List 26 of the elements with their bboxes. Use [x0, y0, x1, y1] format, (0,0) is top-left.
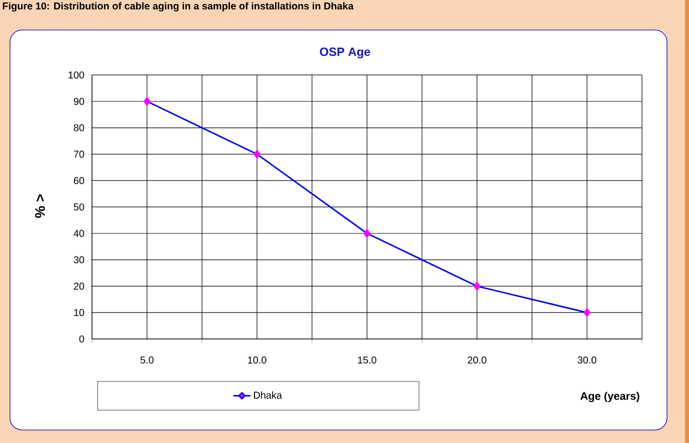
legend-label: Dhaka	[254, 391, 282, 399]
y-tick-label: 0	[79, 335, 84, 343]
y-tick-label: 40	[74, 230, 84, 237]
point	[143, 96, 151, 106]
y-tick-label: 80	[74, 124, 84, 132]
x-tick-label: 15.0	[358, 356, 376, 364]
chart-title: OSP Age	[320, 48, 370, 58]
x-axis-title: Age (years)	[580, 392, 640, 402]
caption: Figure 10: Distribution of cable aging in a sample of installations in Dhaka	[2, 2, 354, 12]
point	[253, 149, 261, 159]
point	[473, 281, 481, 291]
y-tick-label: 70	[74, 150, 84, 158]
x-tick-label: 5.0	[140, 356, 154, 364]
y-tick-label: 20	[74, 282, 84, 290]
y-axis-title: % >	[35, 194, 45, 218]
x-tick-label: 20.0	[468, 356, 486, 364]
y-tick-label: 90	[74, 98, 84, 105]
y-tick-label: 60	[74, 177, 84, 184]
x-tick-label: 10.0	[248, 356, 266, 364]
y-tick-label: 100	[68, 71, 84, 79]
x-tick-label: 30.0	[578, 356, 596, 364]
y-tick-label: 10	[74, 309, 84, 316]
point	[363, 228, 371, 238]
y-tick-label: 30	[74, 256, 84, 264]
y-tick-label: 50	[74, 203, 84, 211]
point	[583, 308, 591, 318]
